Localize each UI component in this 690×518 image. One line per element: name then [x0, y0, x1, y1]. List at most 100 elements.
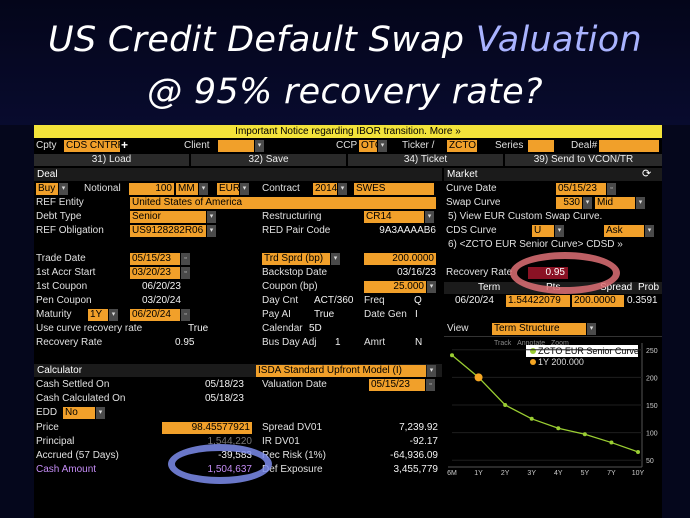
restructuring-dropdown-icon[interactable]: ▾ [425, 211, 434, 223]
add-cpty-button[interactable]: + [121, 138, 129, 152]
cds-curve-link[interactable]: 6) <ZCTO EUR Senior Curve> CDSD » [448, 239, 623, 250]
load-button[interactable]: 31) Load [34, 154, 189, 166]
cash-amount-label: Cash Amount [36, 464, 97, 475]
title-background [0, 0, 690, 125]
trade-date-calendar-icon[interactable]: ▫ [181, 253, 190, 265]
view-dropdown-icon[interactable]: ▾ [587, 323, 596, 335]
swap-side-dropdown-icon[interactable]: ▾ [636, 197, 645, 209]
swap-curve-field[interactable]: 530 [556, 197, 582, 209]
accr-start-calendar-icon[interactable]: ▫ [181, 267, 190, 279]
curve-point [582, 432, 587, 437]
title-highlight: Valuation [475, 20, 642, 60]
contract-year-field[interactable]: 2014 [313, 183, 338, 195]
ticker-label: Ticker / [402, 140, 435, 151]
track-tool[interactable]: Track [494, 340, 512, 347]
x-tick-label: 6M [447, 470, 457, 477]
curve-date-field[interactable]: 05/15/23 [556, 183, 606, 195]
ticker-field[interactable]: ZCTO [447, 140, 477, 152]
coupon-dropdown-icon[interactable]: ▾ [427, 281, 436, 293]
maturity-tenor-field[interactable]: 1Y [88, 309, 108, 321]
save-button[interactable]: 32) Save [191, 154, 346, 166]
curve-point [529, 416, 534, 421]
curve-date-calendar-icon[interactable]: ▫ [607, 183, 616, 195]
trd-sprd-dropdown-icon[interactable]: ▾ [331, 253, 340, 265]
x-tick-label: 3Y [527, 470, 536, 477]
legend-trade: 1Y 200.000 [538, 357, 584, 367]
series-field[interactable] [528, 140, 554, 152]
view-eur-curve-link[interactable]: 5) View EUR Custom Swap Curve. [448, 211, 603, 222]
currency-field[interactable]: EUR [217, 183, 241, 195]
model-select[interactable]: ISDA Standard Upfront Model (I) [256, 365, 426, 377]
ref-entity-field[interactable]: United States of America [130, 197, 436, 209]
restructuring-field[interactable]: CR14 [364, 211, 424, 223]
side-field[interactable]: Buy [36, 183, 58, 195]
model-dropdown-icon[interactable]: ▾ [427, 365, 436, 377]
cds-side-dropdown-icon[interactable]: ▾ [645, 225, 654, 237]
currency-dropdown-icon[interactable]: ▾ [240, 183, 249, 195]
view-label: View [447, 323, 469, 334]
ref-obligation-field[interactable]: US9128282R06 [130, 225, 206, 237]
deal-number-field[interactable] [599, 140, 659, 152]
swap-side-field[interactable]: Mid [595, 197, 635, 209]
pts-cell[interactable]: 1.54422079 [506, 295, 570, 307]
cds-curve-field[interactable]: U [532, 225, 554, 237]
zoom-tool[interactable]: Zoom [550, 340, 569, 347]
valuation-date-label: Valuation Date [262, 379, 327, 390]
refresh-icon[interactable]: ⟳ [642, 168, 652, 180]
trd-sprd-field[interactable]: 200.0000 [364, 253, 436, 265]
ref-obligation-icon[interactable]: ▾ [207, 225, 216, 237]
valuation-date-field[interactable]: 05/15/23 [369, 379, 425, 391]
edd-dropdown-icon[interactable]: ▾ [96, 407, 105, 419]
debt-type-dropdown-icon[interactable]: ▾ [207, 211, 216, 223]
slide-title-line-1: US Credit Default Swap Valuation [48, 20, 642, 60]
ref-obligation-label: REF Obligation [36, 225, 104, 236]
cds-curve-dropdown-icon[interactable]: ▾ [555, 225, 564, 237]
ccp-dropdown-icon[interactable]: ▾ [378, 140, 387, 152]
unit-dropdown-icon[interactable]: ▾ [199, 183, 208, 195]
edd-field[interactable]: No [63, 407, 95, 419]
debt-type-field[interactable]: Senior [130, 211, 206, 223]
ir-dv01-label: IR DV01 [262, 436, 300, 447]
notional-field[interactable]: 100 [129, 183, 174, 195]
cpty-field[interactable]: CDS CNTRP [64, 140, 125, 152]
trade-date-field[interactable]: 05/15/23 [130, 253, 180, 265]
maturity-calendar-icon[interactable]: ▫ [181, 309, 190, 321]
accr-start-field[interactable]: 03/20/23 [130, 267, 180, 279]
term-header: Term [478, 282, 501, 293]
term-structure-chart: Track Annotate Zoom ZCTO EUR Senior Curv… [444, 336, 662, 477]
curve-point [609, 440, 614, 445]
pen-coupon-label: Pen Coupon [36, 295, 92, 306]
spread-cell[interactable]: 200.0000 [572, 295, 624, 307]
cds-side-field[interactable]: Ask [604, 225, 644, 237]
valuation-calendar-icon[interactable]: ▫ [426, 379, 435, 391]
maturity-tenor-dropdown-icon[interactable]: ▾ [109, 309, 118, 321]
market-recovery-label: Recovery Rate [446, 267, 513, 278]
cash-settled-label: Cash Settled On [36, 379, 110, 390]
curve-date-label: Curve Date [446, 183, 497, 194]
maturity-field[interactable]: 06/20/24 [130, 309, 180, 321]
price-field[interactable]: 98.45577921 [162, 422, 252, 434]
first-coupon-value: 06/20/23 [142, 281, 181, 292]
contract-type-field[interactable]: SWES [354, 183, 434, 195]
view-select[interactable]: Term Structure [492, 323, 586, 335]
send-vcon-button[interactable]: 39) Send to VCON/TR [505, 154, 662, 166]
chart-plot: 250 200 150 100 50 6M 1Y 2Y 3Y 4Y 5Y 7Y 10Y [447, 343, 658, 477]
client-dropdown-icon[interactable]: ▾ [255, 140, 264, 152]
ticket-button[interactable]: 34) Ticket [348, 154, 503, 166]
calendar-value: 5D [309, 323, 322, 334]
client-field[interactable] [218, 140, 254, 152]
notional-unit-field[interactable]: MM [176, 183, 198, 195]
date-gen-label: Date Gen [364, 309, 407, 320]
coupon-field[interactable]: 25.000 [364, 281, 426, 293]
ibor-notice-banner[interactable]: Important Notice regarding IBOR transiti… [34, 125, 662, 138]
annotate-tool[interactable]: Annotate [517, 340, 546, 347]
swap-curve-dropdown-icon[interactable]: ▾ [583, 197, 592, 209]
legend-trade-marker [530, 359, 536, 365]
spread-dv01-label: Spread DV01 [262, 422, 323, 433]
cds-curve-label: CDS Curve [446, 225, 497, 236]
cash-calc-value: 05/18/23 [205, 393, 244, 404]
side-dropdown-icon[interactable]: ▾ [59, 183, 68, 195]
ccp-field[interactable]: OTC [359, 140, 383, 152]
contract-year-dropdown-icon[interactable]: ▾ [338, 183, 347, 195]
calendar-label: Calendar [262, 323, 303, 334]
